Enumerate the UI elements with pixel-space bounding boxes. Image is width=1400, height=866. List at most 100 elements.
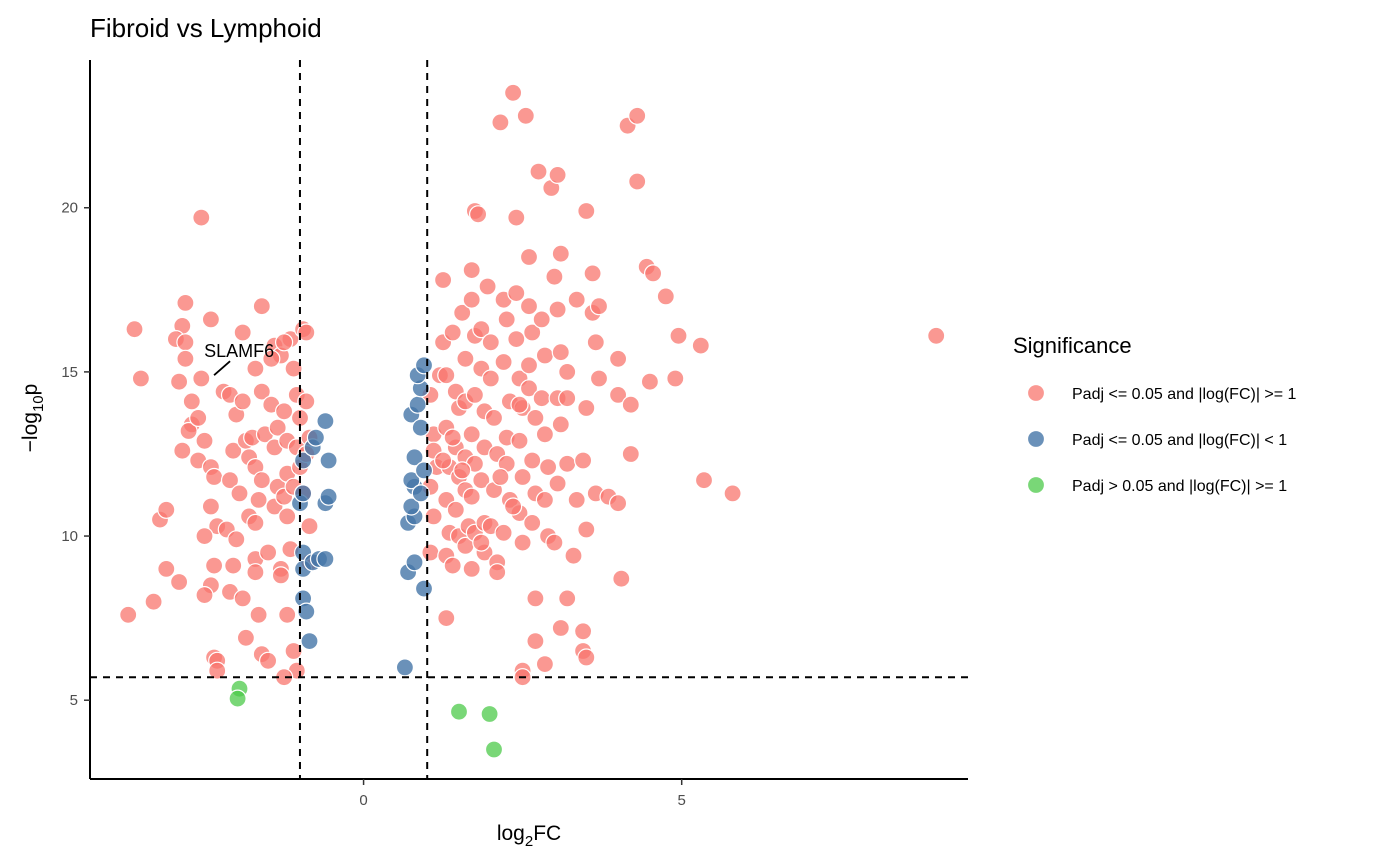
data-point [480,704,499,724]
data-point [443,556,462,575]
data-point [233,323,252,342]
data-point [612,569,631,588]
data-point [472,533,491,552]
legend-key [1026,475,1046,495]
data-point [608,385,628,404]
data-point [170,372,189,391]
data-point [195,431,214,450]
axes [89,60,968,780]
data-point [233,392,252,411]
data-point [434,270,453,290]
data-point [319,487,338,506]
data-point [462,559,481,579]
y-tick-label: 5 [70,692,78,709]
data-point [402,497,421,516]
data-point [205,556,224,575]
data-point [297,602,316,621]
data-point [437,608,456,628]
data-point [170,572,189,592]
data-point [548,474,567,493]
data-point [462,261,481,280]
data-point [465,385,484,404]
data-point [297,323,316,342]
data-point [532,310,551,329]
data-point [246,359,265,378]
data-point [529,162,548,181]
data-point [535,425,555,444]
threshold-lines [90,60,968,779]
data-point [173,441,192,460]
data-point [643,264,663,283]
data-point [252,382,271,401]
y-tick-label: 20 [61,200,78,217]
data-point [278,605,297,624]
data-point [421,543,440,562]
data-point [230,484,249,503]
y-tick-label: 10 [61,528,78,545]
data-point [449,702,469,721]
data-point [577,398,596,418]
data-point [157,500,176,519]
data-point [691,336,710,355]
data-point [481,333,500,352]
data-point [535,346,555,365]
data-point [195,585,214,605]
data-point [437,366,456,385]
data-point [275,402,294,421]
data-point [462,487,481,506]
data-point [494,523,513,542]
data-point [577,520,596,539]
y-axis-title: −log10p [19,384,47,453]
data-point [564,546,583,565]
data-point [507,330,526,349]
data-point [577,648,596,667]
data-point [405,448,424,467]
data-point [224,556,243,575]
data-point [271,566,290,585]
data-point [577,201,596,221]
data-point [551,343,570,362]
data-point [443,428,462,447]
legend-key [1026,429,1046,449]
data-point [573,622,593,641]
data-point [523,513,542,533]
data-point [503,497,523,516]
legend-key [1026,383,1046,403]
tick-labels: 0 5 5 10 15 20 [61,200,686,809]
data-point [462,290,481,309]
data-point [484,740,504,759]
x-tick-label: 0 [359,792,367,809]
data-point [262,349,281,368]
data-point [488,563,507,582]
chart-title: Fibroid vs Lymphoid [90,13,322,43]
data-point [228,689,247,708]
data-point [119,605,138,624]
data-point [551,415,570,434]
data-point [532,389,551,408]
data-point [608,349,628,368]
data-point [589,369,609,388]
data-point [589,297,609,316]
data-point [519,356,539,375]
data-point [246,513,265,533]
data-point [434,451,453,470]
points-layer [119,83,946,759]
data-point [284,359,303,378]
data-point [259,543,278,562]
legend-label: Padj <= 0.05 and |log(FC)| >= 1 [1072,386,1297,403]
data-point [300,517,319,536]
data-point [640,372,660,391]
data-point [523,323,542,342]
data-point [201,497,220,516]
data-point [526,408,545,427]
x-tick-label: 5 [678,792,686,809]
data-point [195,526,214,546]
data-point [316,412,335,431]
data-point [227,530,246,549]
data-point [192,208,211,227]
data-point [144,592,163,611]
data-point [252,471,271,490]
data-point [535,490,555,509]
data-point [608,494,628,513]
